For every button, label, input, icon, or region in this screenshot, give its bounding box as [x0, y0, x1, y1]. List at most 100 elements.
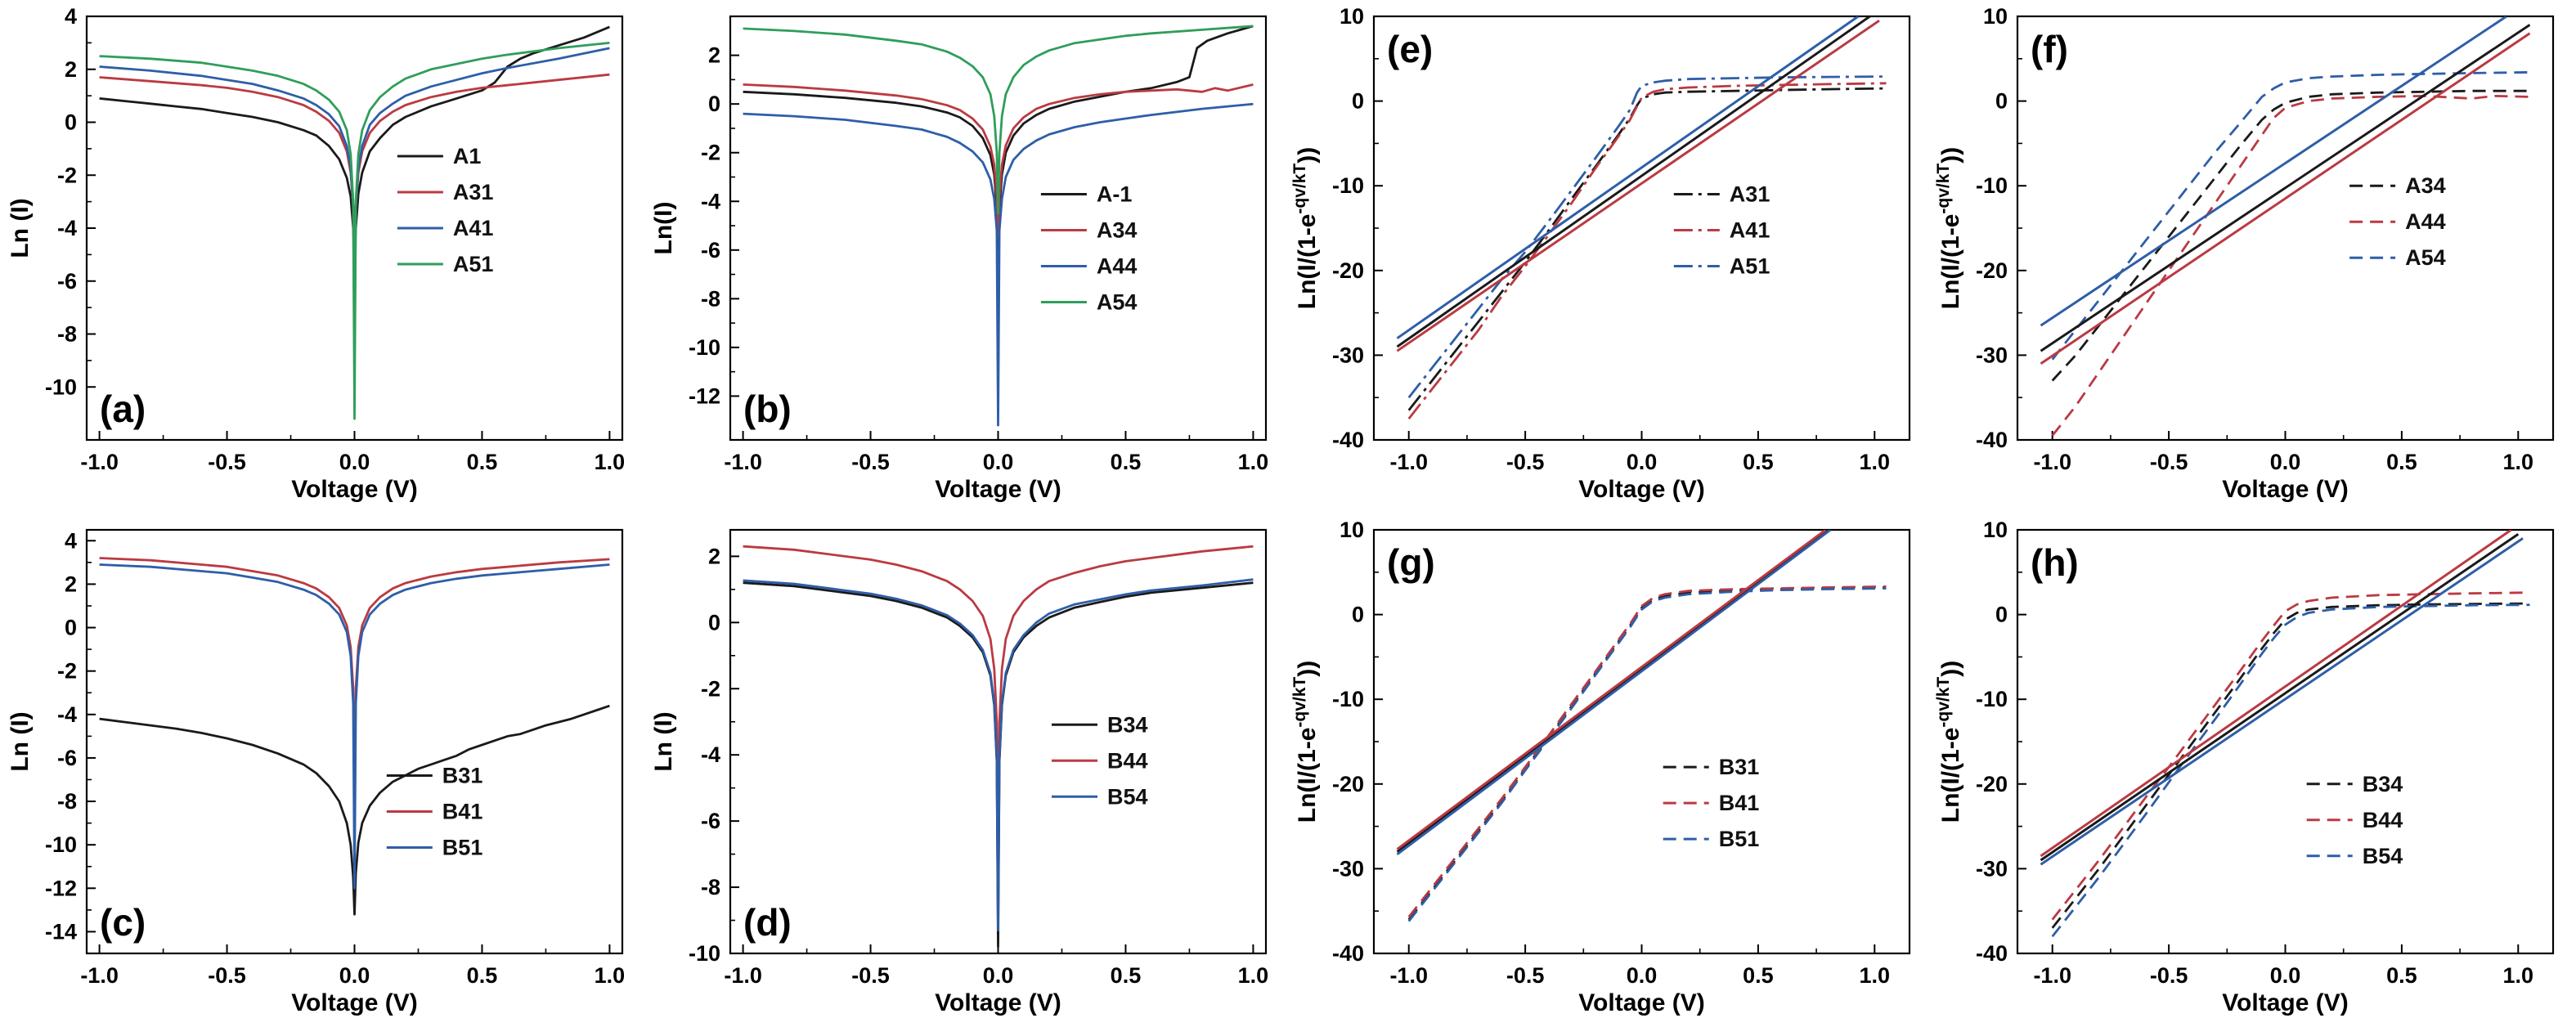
y-tick-label: -6 [57, 746, 77, 770]
chart-g: -1.0 -0.5 0.0 0.5 1.0 10 0 -10 -20 -30 -40 Voltage … [1290, 518, 1911, 1016]
y-tick-label: 10 [1983, 518, 2008, 542]
y-tick-label: -30 [1332, 856, 1364, 881]
y-tick-label: -10 [45, 374, 77, 399]
x-tick-label: 1.0 [1860, 450, 1891, 474]
x-tick-label: -1.0 [80, 450, 119, 474]
series-B41-fit [1396, 530, 1827, 850]
x-tick-label: -0.5 [851, 963, 890, 988]
chart-a: -1.0 -0.5 0.0 0.5 1.0 4 2 0 -2 -4 -6 -8 -10 Voltage (… [7, 4, 625, 503]
chart-d: -1.0 -0.5 0.0 0.5 1.0 2 0 -2 -4 -6 -8 -10 Voltage (V… [650, 528, 1269, 1016]
series-A31-fit [1396, 16, 1871, 348]
legend-label: A31 [1730, 182, 1770, 207]
legend-label: A54 [2405, 245, 2446, 270]
y-tick-label: 0 [1352, 603, 1364, 627]
y-tick-label: -10 [1976, 687, 2008, 711]
series-A-1 [743, 25, 1254, 252]
legend-label: A34 [1097, 218, 1138, 243]
y-tick-label: -6 [701, 238, 720, 262]
x-tick-label: -0.5 [208, 963, 246, 988]
y-tick-label: -8 [57, 322, 77, 347]
series-B54-fit [2040, 537, 2524, 866]
y-tick-label: -2 [57, 659, 77, 684]
y-axis-label: Ln(I/(1-e-qv/kT)) [1290, 147, 1321, 310]
panel-b: -1.0 -0.5 0.0 0.5 1.0 2 0 -2 -4 -6 -8 -10 -12 Voltage… [644, 0, 1287, 514]
legend: B34 B44 B54 [2306, 772, 2403, 868]
y-tick-label: 10 [1340, 518, 1364, 542]
x-tick-label: 0.5 [2386, 963, 2417, 988]
legend-label: A41 [1730, 218, 1770, 243]
x-tick-label: 0.5 [1743, 963, 1774, 988]
y-tick-label: -20 [1976, 258, 2008, 283]
y-tick-label: -12 [689, 383, 720, 408]
panel-letter-g: (g) [1387, 541, 1435, 584]
series-B34 [2051, 602, 2530, 929]
y-tick-label: 0 [65, 616, 77, 640]
chart-e: -1.0 -0.5 0.0 0.5 1.0 10 0 -10 -20 -30 -40 Voltage … [1290, 4, 1911, 503]
y-tick-label: -20 [1332, 772, 1364, 796]
series-A54-fit [2040, 16, 2507, 327]
series-B44 [2051, 591, 2530, 921]
series-B41 [1407, 585, 1887, 918]
series-B31 [1407, 586, 1887, 921]
y-axis-label: Ln(I) [650, 202, 677, 255]
y-tick-label: -10 [1332, 173, 1364, 198]
x-tick-label: -1.0 [724, 450, 762, 474]
x-tick-label: 0.5 [1111, 963, 1142, 988]
legend-label: B41 [1719, 791, 1760, 815]
x-tick-label: 0.5 [1743, 450, 1774, 474]
x-tick-label: 1.0 [1238, 963, 1269, 988]
y-tick-label: 2 [708, 544, 720, 568]
y-tick-label: -40 [1976, 428, 2008, 452]
y-tick-label: -4 [701, 742, 720, 767]
y-tick-label: 0 [65, 110, 77, 135]
series-B54 [2051, 603, 2530, 938]
x-tick-label: 1.0 [595, 963, 626, 988]
legend-label: B51 [442, 835, 483, 859]
x-tick-label: 0.0 [339, 450, 370, 474]
y-tick-label: -2 [701, 676, 720, 701]
y-tick-label: -4 [57, 702, 77, 727]
series-B34 [743, 581, 1254, 949]
x-tick-label: -0.5 [208, 450, 246, 474]
series-A44 [743, 102, 1254, 427]
legend-label: A-1 [1097, 182, 1133, 207]
legend-label: B44 [2363, 808, 2403, 832]
panel-letter-a: (a) [100, 388, 146, 430]
x-tick-label: 0.0 [1627, 963, 1658, 988]
series-B51-fit [1396, 530, 1832, 856]
x-tick-label: 0.0 [983, 450, 1014, 474]
x-axis-label: Voltage (V) [935, 989, 1061, 1016]
panel-e: -1.0 -0.5 0.0 0.5 1.0 10 0 -10 -20 -30 -40 Voltage … [1287, 0, 1931, 514]
x-tick-label: -1.0 [1389, 450, 1428, 474]
legend: B31 B41 B51 [1663, 755, 1760, 851]
y-tick-label: -8 [701, 286, 720, 311]
y-tick-label: -40 [1332, 428, 1364, 452]
x-tick-label: -0.5 [2150, 450, 2188, 474]
x-tick-label: 1.0 [1860, 963, 1891, 988]
legend-label: B54 [1107, 784, 1148, 809]
y-tick-label: -8 [701, 875, 720, 899]
x-tick-label: 0.5 [1111, 450, 1142, 474]
x-tick-label: 0.5 [467, 963, 498, 988]
legend-label: B34 [1107, 712, 1148, 737]
series-A44-fit [2040, 32, 2531, 366]
x-axis-label: Voltage (V) [291, 989, 417, 1016]
legend-label: A51 [453, 252, 494, 276]
series-A54 [743, 25, 1254, 215]
x-tick-label: -1.0 [80, 963, 119, 988]
y-tick-label: 10 [1340, 4, 1364, 29]
legend: A34 A44 A54 [2349, 173, 2446, 270]
series-A34 [743, 83, 1254, 240]
series-B34-fit [2040, 532, 2520, 862]
legend-label: B31 [442, 763, 483, 787]
y-tick-label: -30 [1976, 343, 2008, 367]
panel-a: -1.0 -0.5 0.0 0.5 1.0 4 2 0 -2 -4 -6 -8 -10 Voltage (… [0, 0, 644, 514]
y-tick-label: -30 [1332, 343, 1364, 367]
chart-b: -1.0 -0.5 0.0 0.5 1.0 2 0 -2 -4 -6 -8 -10 -12 Voltage… [650, 15, 1268, 503]
y-tick-label: 0 [708, 92, 720, 116]
y-tick-label: -8 [57, 789, 77, 814]
legend-label: B51 [1719, 827, 1760, 851]
legend: B34 B44 B54 [1052, 712, 1148, 809]
panel-letter-c: (c) [100, 901, 146, 944]
